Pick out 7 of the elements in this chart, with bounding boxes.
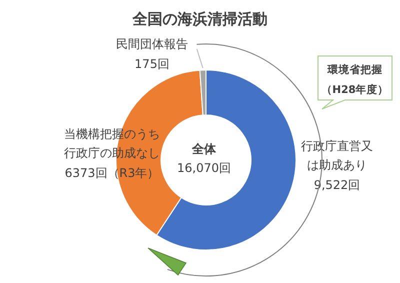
data-label: 175回	[134, 57, 170, 71]
text: 全体	[191, 142, 217, 156]
slice-label: 民間団体報告	[116, 37, 188, 51]
data-label: 6373回（R3年）	[64, 166, 160, 180]
text: 16,070回	[177, 161, 231, 175]
chart-title: 全国の海浜清掃活動	[132, 10, 268, 28]
callout: 環境省把握 （H28年度）	[318, 56, 392, 110]
